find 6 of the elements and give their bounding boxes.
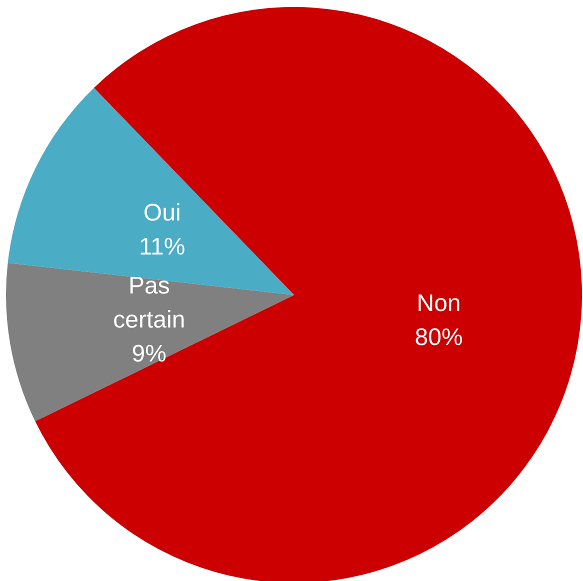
data-label: 80% <box>414 324 463 352</box>
slice-label: Non <box>416 290 461 318</box>
data-label: 9% <box>132 340 166 368</box>
slice-label: Oui <box>143 200 181 227</box>
data-label: 11% <box>138 234 186 261</box>
slice-label: Pas certain <box>113 272 186 334</box>
